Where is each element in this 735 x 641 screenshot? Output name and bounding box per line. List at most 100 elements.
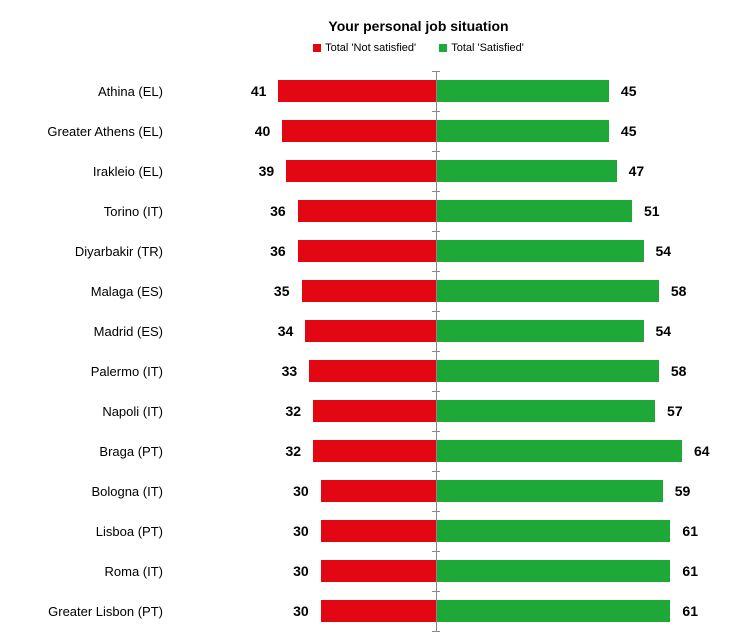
value-not-satisfied: 30 <box>293 483 315 499</box>
bar-not-satisfied <box>313 400 436 422</box>
value-not-satisfied: 32 <box>285 403 307 419</box>
bar-neg-holder: 32 <box>313 400 436 422</box>
bar-pos-holder: 61 <box>436 520 670 542</box>
bar-satisfied <box>436 560 670 582</box>
bar-not-satisfied <box>278 80 436 102</box>
bar-area: 3061 <box>167 591 705 631</box>
legend: Total 'Not satisfied' Total 'Satisfied' <box>12 42 705 55</box>
bar-neg-holder: 34 <box>305 320 436 342</box>
value-satisfied: 58 <box>665 283 687 299</box>
row-label: Greater Lisbon (PT) <box>12 604 167 619</box>
bar-not-satisfied <box>321 560 436 582</box>
value-not-satisfied: 30 <box>293 523 315 539</box>
value-not-satisfied: 30 <box>293 603 315 619</box>
legend-item-pos: Total 'Satisfied' <box>439 42 524 54</box>
chart-row: Lisboa (PT)3061 <box>12 511 705 551</box>
value-not-satisfied: 34 <box>278 323 300 339</box>
chart-row: Bologna (IT)3059 <box>12 471 705 511</box>
bar-area: 3257 <box>167 391 705 431</box>
bar-pos-holder: 58 <box>436 360 659 382</box>
value-not-satisfied: 30 <box>293 563 315 579</box>
bar-area: 3558 <box>167 271 705 311</box>
bar-satisfied <box>436 80 609 102</box>
bar-satisfied <box>436 600 670 622</box>
bar-area: 3059 <box>167 471 705 511</box>
bar-neg-holder: 36 <box>298 200 436 222</box>
bar-area: 3061 <box>167 511 705 551</box>
bar-neg-holder: 30 <box>321 600 436 622</box>
bar-satisfied <box>436 520 670 542</box>
bar-pos-holder: 51 <box>436 200 632 222</box>
bar-area: 3061 <box>167 551 705 591</box>
chart-container: Your personal job situation Total 'Not s… <box>0 0 735 641</box>
bar-satisfied <box>436 160 617 182</box>
bar-area: 39 47 <box>167 151 705 191</box>
value-not-satisfied: 40 <box>255 123 277 139</box>
bar-not-satisfied <box>321 600 436 622</box>
bar-not-satisfied <box>302 280 437 302</box>
bar-neg-holder: 30 <box>321 480 436 502</box>
row-label: Malaga (ES) <box>12 284 167 299</box>
bar-pos-holder: 47 <box>436 160 617 182</box>
value-not-satisfied: 32 <box>285 443 307 459</box>
row-label: Bologna (IT) <box>12 484 167 499</box>
chart-row: Palermo (IT)3358 <box>12 351 705 391</box>
chart-row: Roma (IT)3061 <box>12 551 705 591</box>
row-label: Braga (PT) <box>12 444 167 459</box>
value-not-satisfied: 36 <box>270 243 292 259</box>
value-satisfied: 45 <box>615 123 637 139</box>
bar-neg-holder: 36 <box>298 240 436 262</box>
bar-not-satisfied <box>321 480 436 502</box>
row-label: Torino (IT) <box>12 204 167 219</box>
bar-pos-holder: 64 <box>436 440 682 462</box>
chart-row: Napoli (IT)3257 <box>12 391 705 431</box>
bar-area: 3358 <box>167 351 705 391</box>
bar-not-satisfied <box>305 320 436 342</box>
bar-pos-holder: 58 <box>436 280 659 302</box>
row-label: Napoli (IT) <box>12 404 167 419</box>
row-label: Roma (IT) <box>12 564 167 579</box>
value-not-satisfied: 33 <box>282 363 304 379</box>
chart-title: Your personal job situation <box>12 18 705 34</box>
bar-neg-holder: 40 <box>282 120 436 142</box>
value-satisfied: 54 <box>650 323 672 339</box>
bar-satisfied <box>436 480 663 502</box>
row-label: Lisboa (PT) <box>12 524 167 539</box>
bar-satisfied <box>436 360 659 382</box>
row-label: Palermo (IT) <box>12 364 167 379</box>
legend-swatch-neg <box>313 44 321 52</box>
bar-satisfied <box>436 320 644 342</box>
value-satisfied: 61 <box>676 563 698 579</box>
bar-neg-holder: 41 <box>278 80 436 102</box>
chart-row: Madrid (ES)3454 <box>12 311 705 351</box>
value-satisfied: 61 <box>676 603 698 619</box>
value-satisfied: 64 <box>688 443 710 459</box>
bar-area: 40 45 <box>167 111 705 151</box>
bar-area: 4145 <box>167 71 705 111</box>
chart-rows: Athina (EL)4145Greater Athens (EL)4045Ir… <box>12 71 705 631</box>
bar-neg-holder: 33 <box>309 360 436 382</box>
bar-satisfied <box>436 120 609 142</box>
bar-neg-holder: 30 <box>321 560 436 582</box>
legend-swatch-pos <box>439 44 447 52</box>
bar-area: 3654 <box>167 231 705 271</box>
bar-not-satisfied <box>286 160 436 182</box>
chart-row: Irakleio (EL) 39 47 <box>12 151 705 191</box>
bar-neg-holder: 30 <box>321 520 436 542</box>
bar-area: 3264 <box>167 431 705 471</box>
value-satisfied: 59 <box>669 483 691 499</box>
value-not-satisfied: 39 <box>259 163 281 179</box>
bar-pos-holder: 61 <box>436 560 670 582</box>
bar-pos-holder: 59 <box>436 480 663 502</box>
legend-item-neg: Total 'Not satisfied' <box>313 42 416 54</box>
row-label: Irakleio (EL) <box>12 164 167 179</box>
bar-not-satisfied <box>309 360 436 382</box>
value-satisfied: 47 <box>623 163 645 179</box>
bar-neg-holder: 32 <box>313 440 436 462</box>
bar-pos-holder: 45 <box>436 80 609 102</box>
chart-row: Braga (PT)3264 <box>12 431 705 471</box>
row-label: Greater Athens (EL) <box>12 124 167 139</box>
bar-not-satisfied <box>298 240 436 262</box>
bar-pos-holder: 61 <box>436 600 670 622</box>
chart-row: Diyarbakir (TR)3654 <box>12 231 705 271</box>
